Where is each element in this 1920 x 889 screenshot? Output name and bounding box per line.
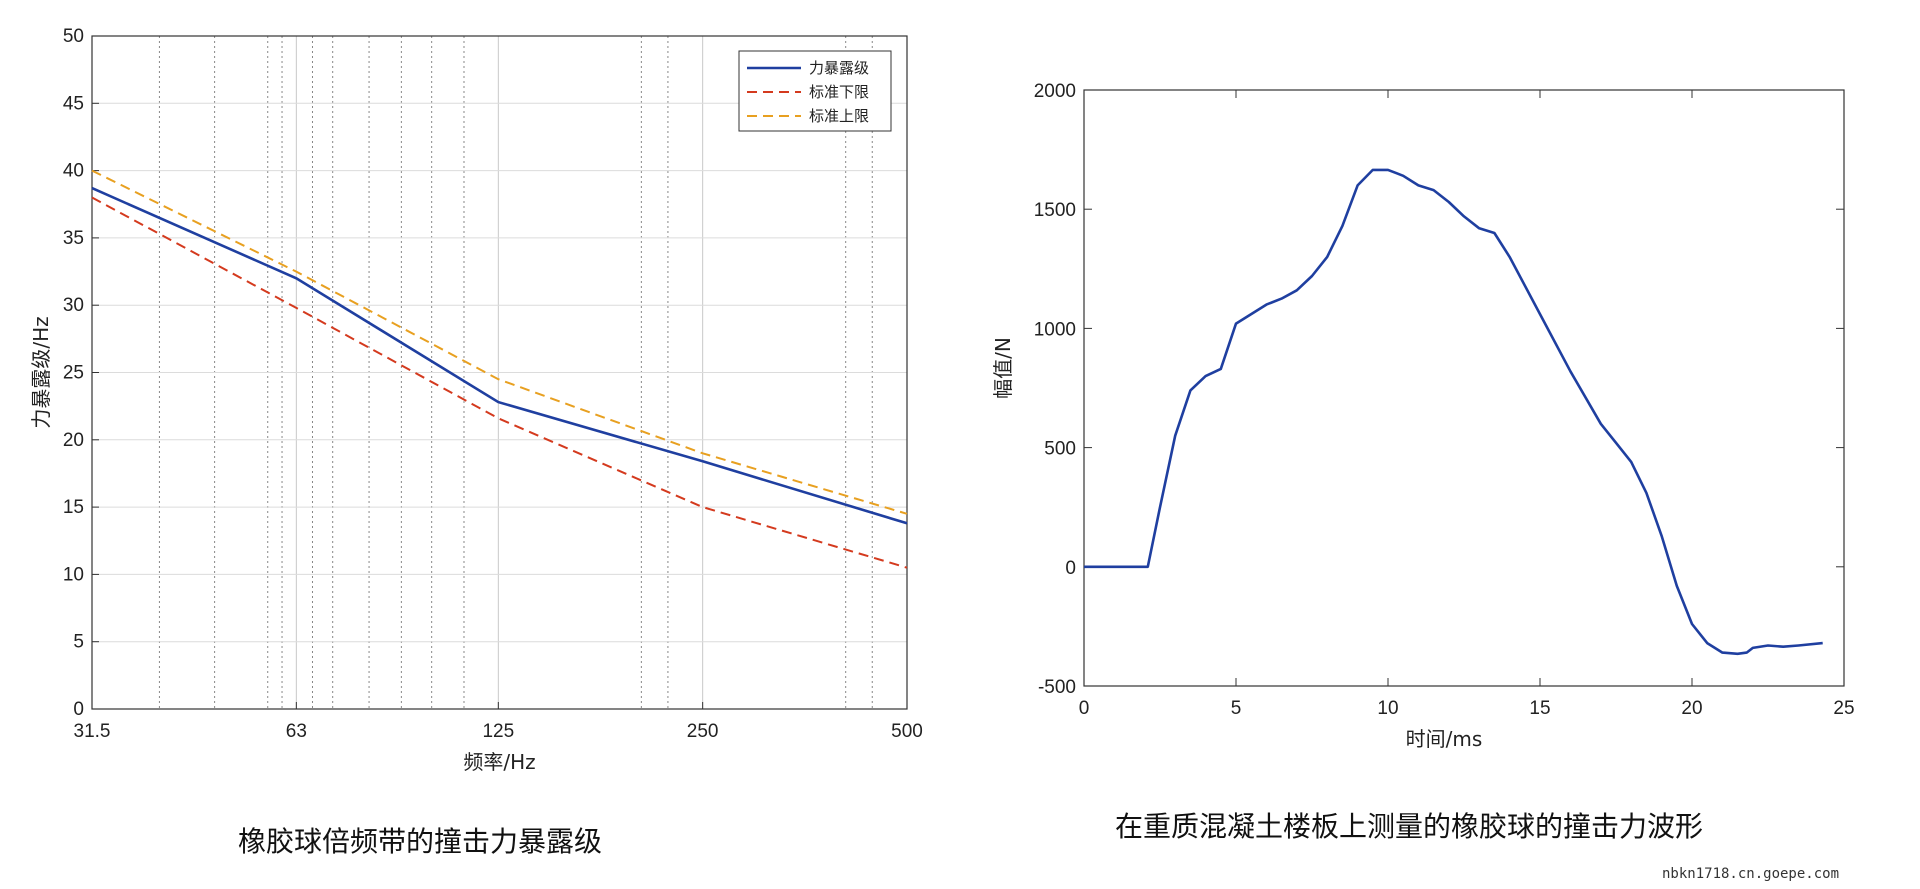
legend-label-3: 标准上限: [809, 107, 869, 125]
y-tick-label: 10: [63, 564, 84, 585]
y-axis-label: 幅值/N: [991, 337, 1015, 399]
x-tick-label: 25: [1833, 698, 1854, 719]
legend-label-1: 力暴露级: [809, 59, 869, 77]
y-axis-label: 力暴露级/Hz: [29, 316, 53, 428]
watermark: nbkn1718.cn.goepe.com: [1662, 866, 1840, 882]
series-line-2: [91, 196, 908, 569]
x-axis-label: 时间/ms: [1406, 727, 1483, 751]
x-tick-label: 20: [1681, 698, 1702, 719]
x-tick-label: 15: [1529, 698, 1550, 719]
plot-frame: [1083, 89, 1845, 687]
x-tick-label: 125: [482, 721, 514, 742]
y-tick-label: -500: [1038, 677, 1076, 698]
x-tick-label: 5: [1231, 698, 1242, 719]
y-tick-label: 50: [63, 26, 84, 47]
series-line-3: [91, 169, 908, 515]
y-tick-label: 15: [63, 497, 84, 518]
y-tick-label: 1500: [1034, 200, 1076, 221]
y-tick-label: 45: [63, 93, 84, 114]
x-tick-label: 500: [891, 721, 923, 742]
caption-right: 在重质混凝土楼板上测量的橡胶球的撞击力波形: [1115, 810, 1704, 843]
series-line-1: [91, 186, 908, 525]
x-tick-label: 10: [1377, 698, 1398, 719]
y-tick-label: 30: [63, 295, 84, 316]
y-tick-label: 5: [73, 632, 84, 653]
y-tick-label: 0: [73, 699, 84, 720]
y-tick-label: 40: [63, 161, 84, 182]
y-tick-label: 1000: [1034, 319, 1076, 340]
x-axis-label: 频率/Hz: [463, 750, 535, 774]
y-tick-label: 20: [63, 430, 84, 451]
x-tick-label: 31.5: [74, 721, 111, 742]
legend-label-2: 标准下限: [809, 83, 869, 101]
caption-left: 橡胶球倍频带的撞击力暴露级: [238, 825, 603, 858]
chart-force-exposure-level: 0 5 10 15 20 25 30 35 40 45 50 31.5 63 125 250 500 频率/Hz…: [29, 26, 923, 774]
y-tick-label: 0: [1065, 558, 1076, 579]
x-tick-label: 250: [687, 721, 719, 742]
x-tick-label: 0: [1079, 698, 1090, 719]
y-tick-label: 35: [63, 228, 84, 249]
y-tick-label: 2000: [1034, 81, 1076, 102]
y-tick-label: 500: [1044, 439, 1076, 460]
force-waveform-line: [1084, 168, 1823, 656]
x-tick-label: 63: [286, 721, 307, 742]
y-tick-label: 25: [63, 363, 84, 384]
